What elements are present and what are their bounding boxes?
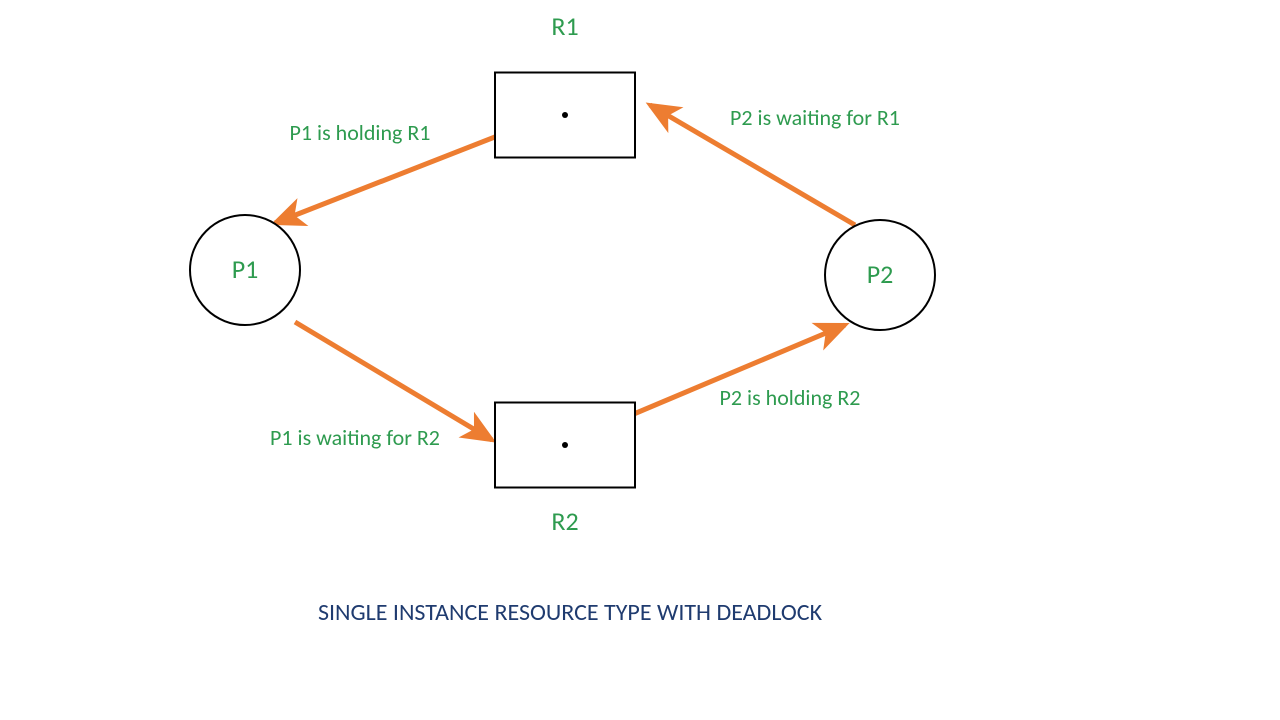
node-label-R2: R2 [551,505,578,537]
nodes: R1 R2 P1 P2 [190,10,935,537]
node-P1: P1 [190,215,300,325]
node-label-R1: R1 [551,10,578,42]
edge-label-p2_to_r1: P2 is waiting for R1 [730,104,900,131]
deadlock-diagram: R1 R2 P1 P2 P1 is holding R1 P2 is waiting f… [0,0,1280,720]
edge-label-p1_to_r2: P1 is waiting for R2 [270,424,440,451]
edge-p1_to_r2 [295,322,492,440]
node-label-P1: P1 [232,253,259,285]
resource-instance-dot-R1 [562,112,568,118]
resource-instance-dot-R2 [562,442,568,448]
edge-label-r1_to_p1: P1 is holding R1 [290,119,431,146]
node-R1: R1 [495,10,635,158]
node-label-P2: P2 [867,258,894,290]
edge-label-r2_to_p2: P2 is holding R2 [720,384,861,411]
node-P2: P2 [825,220,935,330]
diagram-caption: SINGLE INSTANCE RESOURCE TYPE WITH DEADL… [318,598,823,627]
node-R2: R2 [495,403,635,538]
